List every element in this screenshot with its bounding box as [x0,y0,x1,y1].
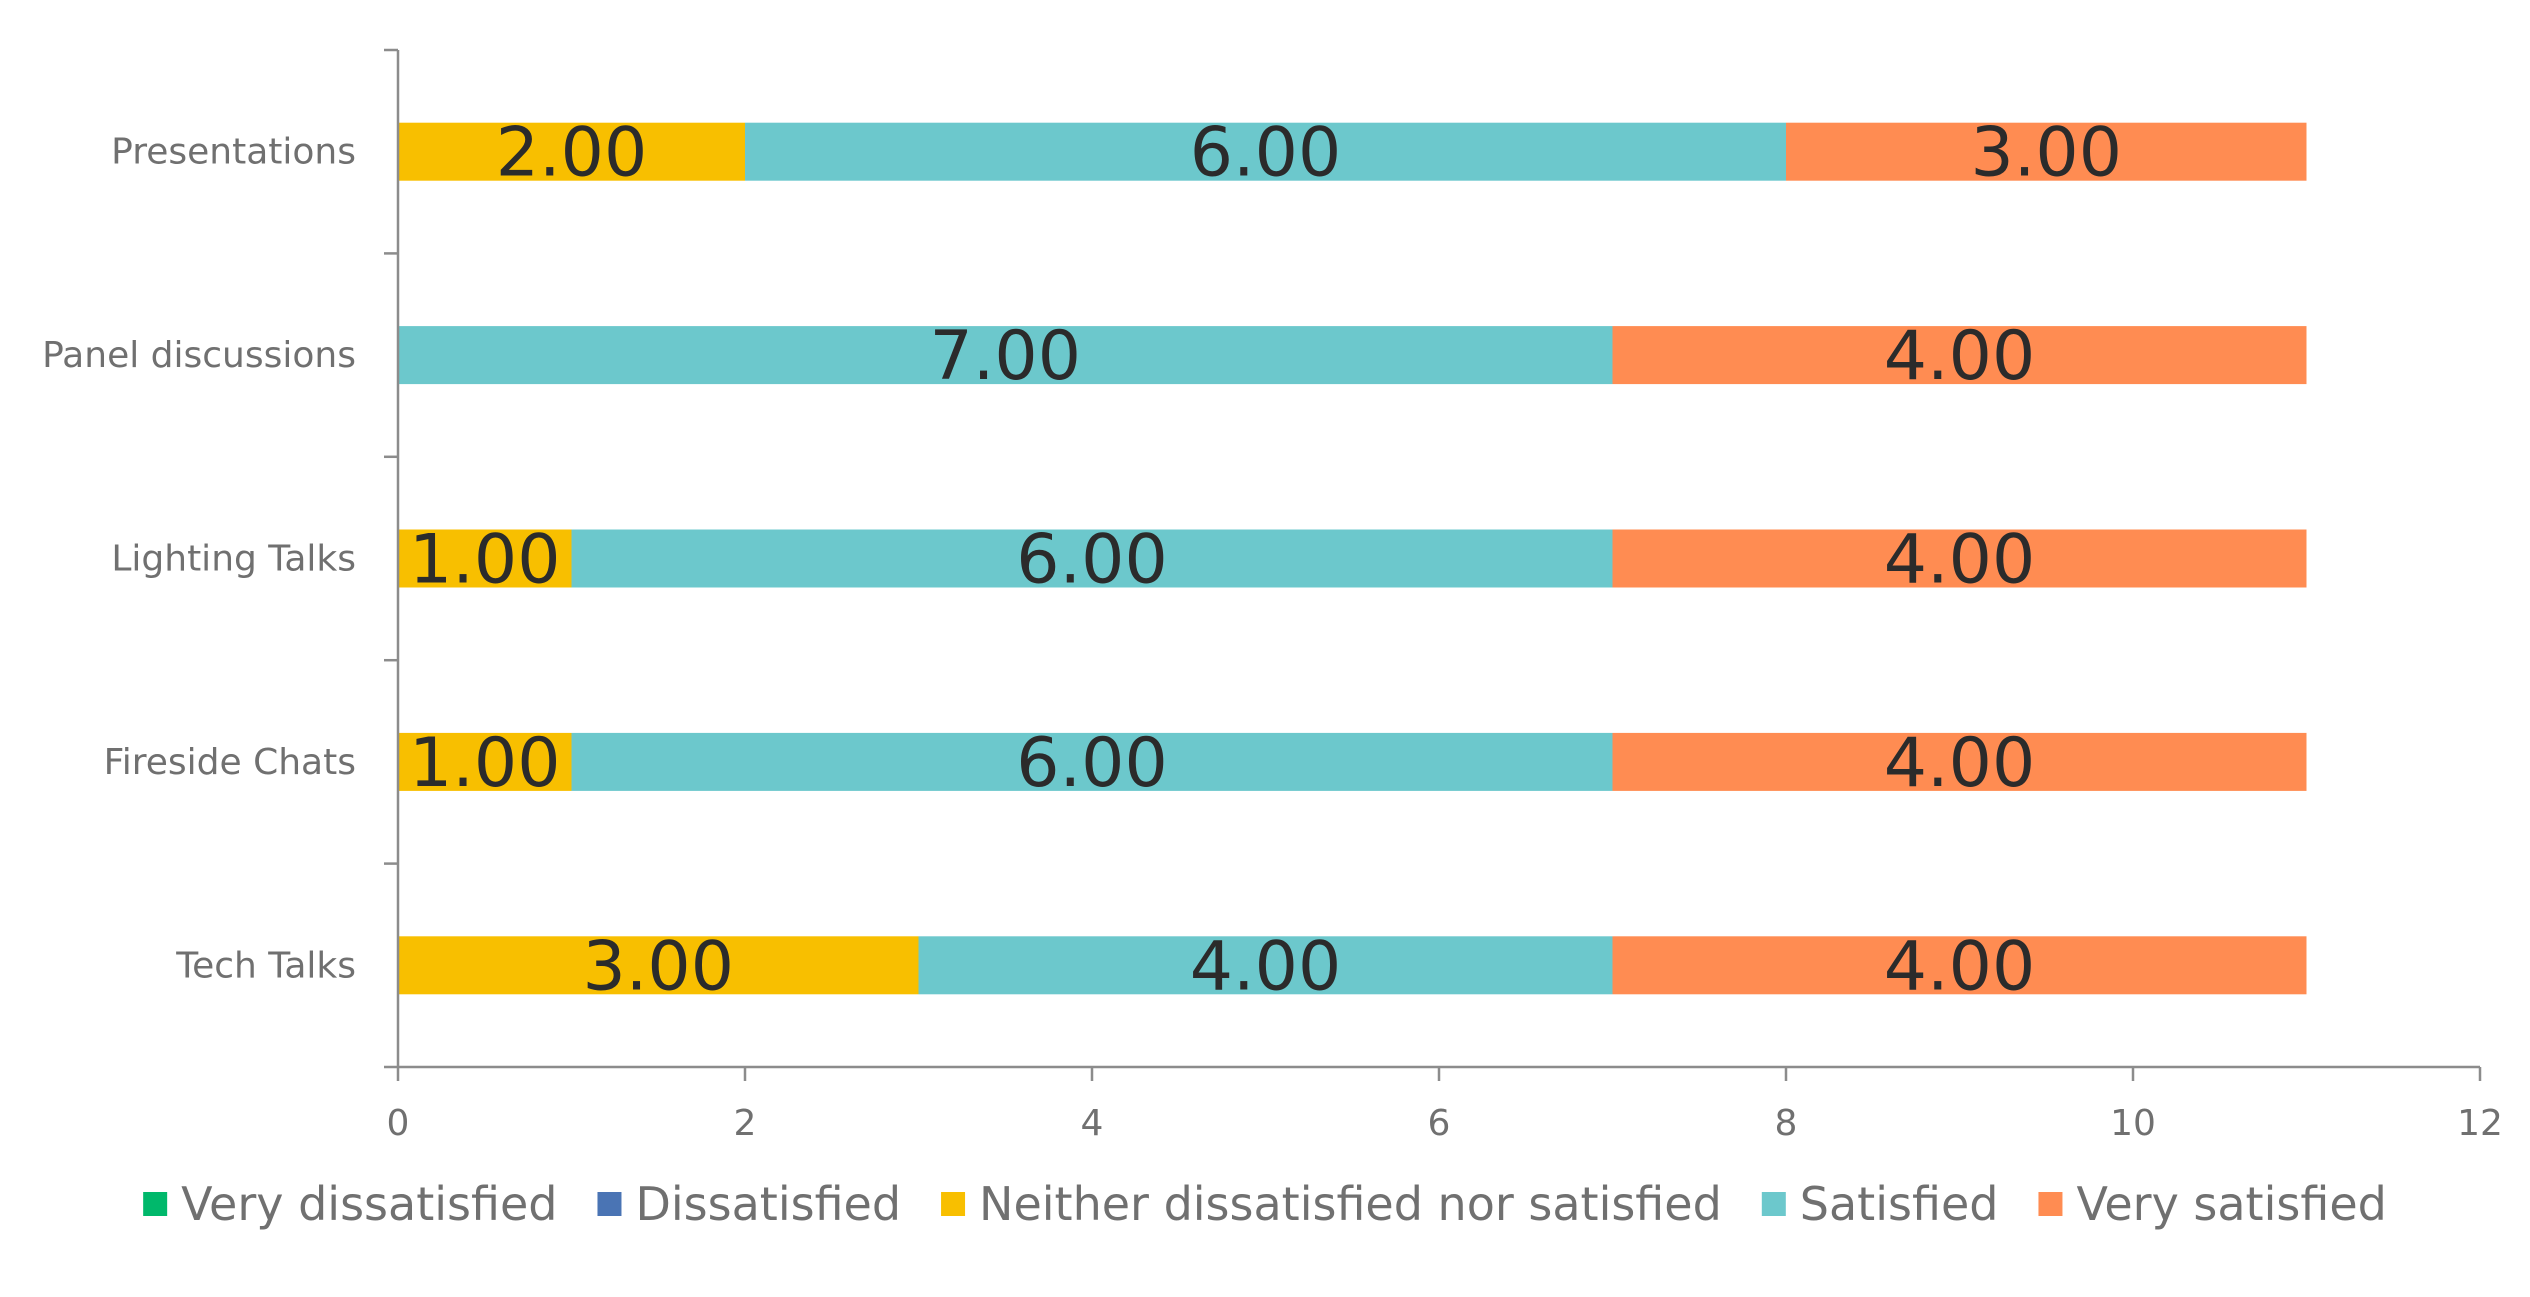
bars-layer [398,122,2307,995]
bar-segment [1612,936,2307,995]
legend-swatch [941,1192,966,1216]
x-tick-label: 0 [387,1103,410,1144]
data-label: 7.00 [930,317,1081,396]
x-ticks-layer: 0 2 4 6 8 10 12 [387,1067,2503,1144]
bar-segment [571,732,1613,791]
bar-segment [398,529,572,588]
category-label: Panel discussions [42,335,356,376]
legend-item: Neither dissatisfied nor satisfied [941,1177,1722,1231]
legend-label: Very satisfied [2076,1177,2386,1231]
data-label: 6.00 [1016,724,1167,803]
bar-segment [398,732,572,791]
legend-label: Neither dissatisfied nor satisfied [979,1177,1722,1231]
legend-swatch [1761,1192,1786,1216]
bar-segment [745,122,1786,181]
legend-swatch [2038,1192,2063,1216]
data-label: 2.00 [496,114,647,193]
category-label: Presentations [111,132,356,173]
category-labels-layer: Presentations Panel discussions Lighting T… [42,132,356,987]
legend-label: Dissatisfied [635,1177,901,1231]
bar-segment [918,936,1613,995]
bar-segment [398,326,1613,385]
data-label: 4.00 [1884,927,2035,1006]
data-label: 3.00 [1971,114,2122,193]
data-label: 4.00 [1884,317,2035,396]
bar-segment [398,936,919,995]
data-label: 6.00 [1016,521,1167,600]
data-label: 6.00 [1190,114,1341,193]
data-labels-layer: 2.00 6.00 3.00 7.00 4.00 1.00 6.00 4.00 1.00 6.00… [409,114,2122,1007]
data-label: 4.00 [1190,927,1341,1006]
category-label: Fireside Chats [104,742,356,783]
legend-label: Very dissatisfied [181,1177,557,1231]
x-tick-label: 8 [1775,1103,1798,1144]
bar-segment [1612,529,2307,588]
x-tick-label: 2 [734,1103,757,1144]
data-label: 1.00 [409,724,560,803]
data-label: 4.00 [1884,521,2035,600]
legend: Very dissatisfied Dissatisfied Neither dis… [143,1177,2387,1231]
legend-item: Very dissatisfied [143,1177,557,1231]
data-label: 3.00 [583,927,734,1006]
category-label: Tech Talks [175,945,356,986]
legend-swatch [143,1192,168,1216]
legend-item: Dissatisfied [597,1177,901,1231]
x-tick-label: 4 [1081,1103,1104,1144]
data-label: 1.00 [409,521,560,600]
bar-segment [1786,122,2307,181]
legend-label: Satisfied [1800,1177,1999,1231]
data-label: 4.00 [1884,724,2035,803]
bar-segment [1612,326,2307,385]
bar-segment [1612,732,2307,791]
category-label: Lighting Talks [111,539,356,580]
x-tick-label: 6 [1428,1103,1451,1144]
x-tick-label: 12 [2457,1103,2503,1144]
bar-segment [398,122,745,181]
x-tick-label: 10 [2110,1103,2156,1144]
legend-item: Satisfied [1761,1177,1999,1231]
legend-item: Very satisfied [2038,1177,2387,1231]
bar-segment [571,529,1613,588]
legend-swatch [597,1192,622,1216]
